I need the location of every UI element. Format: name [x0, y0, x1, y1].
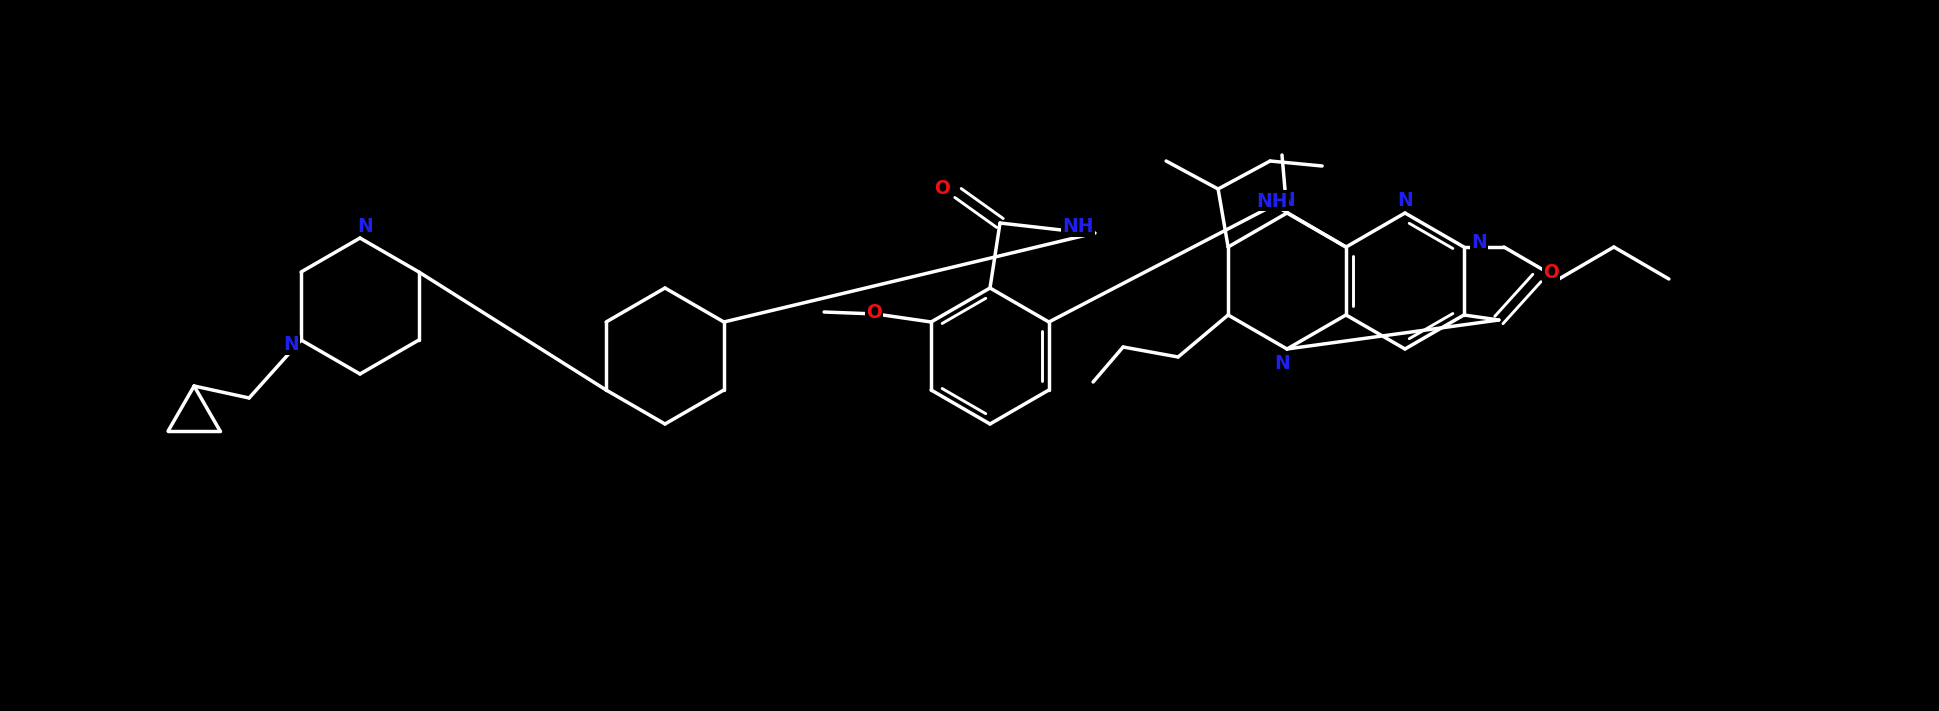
Text: N: N: [283, 336, 299, 355]
Text: N: N: [357, 217, 372, 235]
Text: NH: NH: [1063, 218, 1094, 237]
Text: NH: NH: [1256, 191, 1287, 210]
Text: O: O: [935, 178, 950, 198]
Text: N: N: [1274, 353, 1289, 373]
Text: N: N: [1280, 191, 1295, 210]
Text: O: O: [867, 302, 882, 321]
Text: N: N: [1472, 232, 1487, 252]
Text: O: O: [1543, 262, 1559, 282]
Text: N: N: [1398, 191, 1414, 210]
